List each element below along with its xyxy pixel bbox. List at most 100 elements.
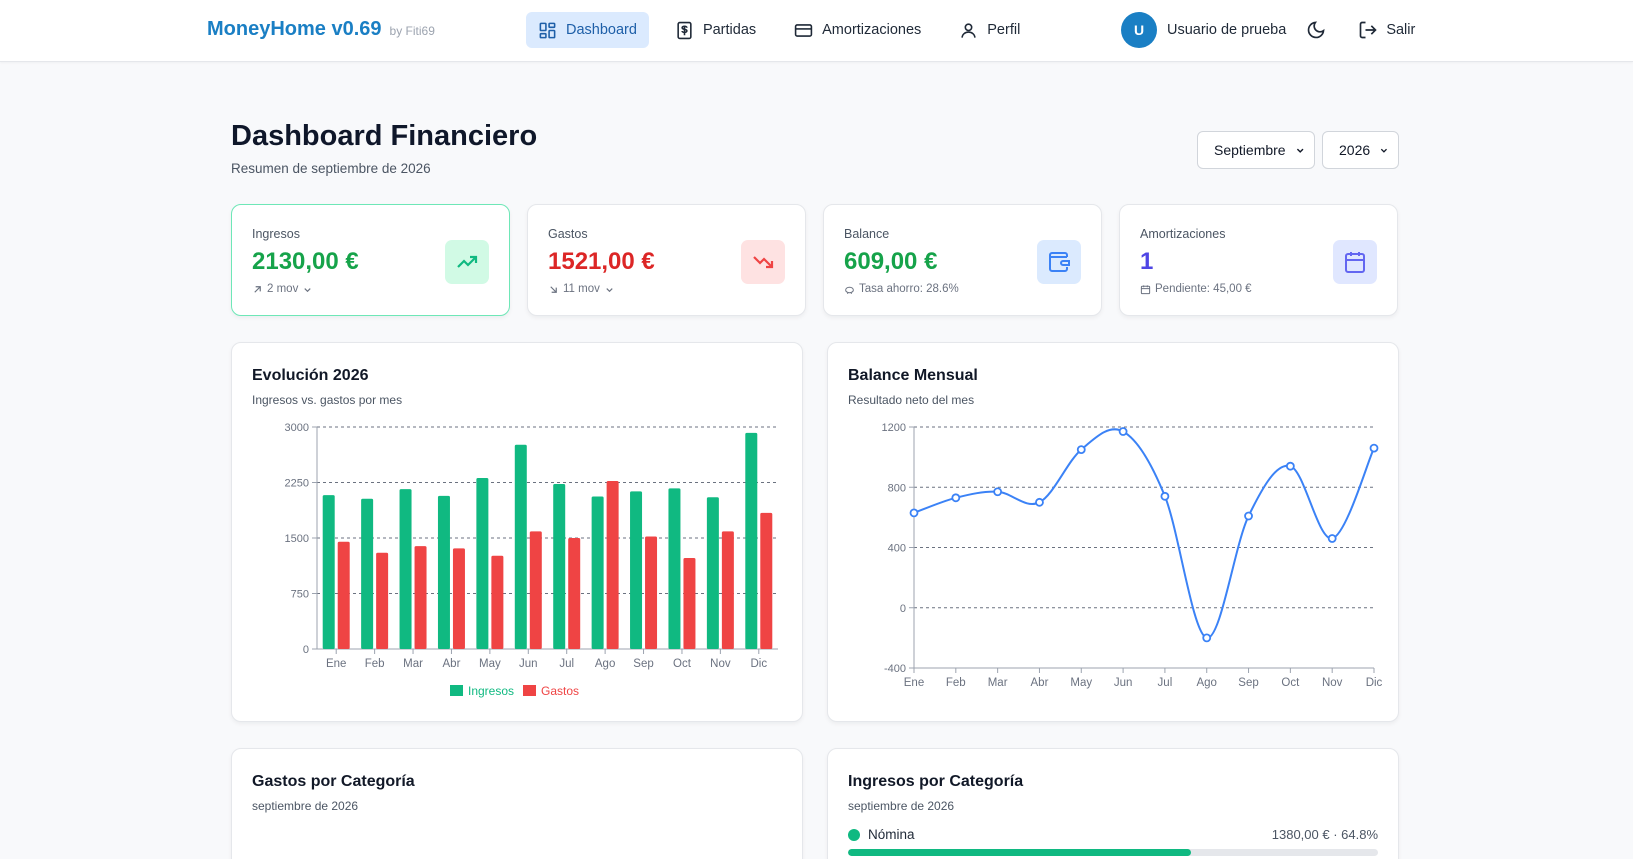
category-value: 1380,00 € · 64.8% bbox=[1271, 827, 1378, 842]
x-tick-label: Oct bbox=[673, 658, 692, 670]
x-tick-label: Oct bbox=[1281, 677, 1300, 689]
trending-down-icon bbox=[753, 256, 774, 269]
stat-card-balance[interactable]: Balance 609,00 € Tasa ahorro: 28.6% bbox=[823, 204, 1102, 316]
stat-value: 609,00 € bbox=[844, 248, 938, 275]
balance-point bbox=[1327, 534, 1337, 543]
year-select[interactable]: 2026 bbox=[1322, 131, 1399, 169]
balance-line bbox=[913, 428, 1375, 639]
bar-gastos bbox=[683, 557, 696, 649]
x-tick-label: Abr bbox=[1031, 677, 1049, 689]
x-tick-label: May bbox=[1070, 677, 1092, 689]
nav-label-perfil: Perfil bbox=[987, 22, 1021, 38]
month-select[interactable]: Septiembre bbox=[1197, 131, 1315, 169]
calendar-icon bbox=[1140, 284, 1151, 294]
panel-subtitle: Ingresos vs. gastos por mes bbox=[252, 393, 403, 407]
legend-label: Ingresos bbox=[468, 684, 514, 698]
bar-ingresos bbox=[514, 444, 527, 649]
nav-item-partidas[interactable]: Partidas bbox=[663, 12, 768, 48]
bar-ingresos bbox=[668, 488, 681, 649]
x-tick-label: Feb bbox=[946, 677, 966, 689]
brand-title[interactable]: MoneyHome v0.69 bbox=[207, 18, 382, 40]
piggy-bank-icon bbox=[845, 286, 854, 294]
bar-gastos bbox=[760, 512, 773, 649]
bar-ingresos bbox=[361, 498, 374, 649]
stat-label: Balance bbox=[844, 227, 890, 241]
chevron-down-icon bbox=[1296, 148, 1304, 153]
stat-card-amortizaciones[interactable]: Amortizaciones 1 Pendiente: 45,00 € bbox=[1119, 204, 1398, 316]
logout-button[interactable]: Salir bbox=[1358, 20, 1415, 40]
user-area: U Usuario de prueba Salir bbox=[1121, 12, 1415, 48]
x-tick-label: Nov bbox=[1322, 677, 1343, 689]
x-tick-label: Jul bbox=[1158, 677, 1173, 689]
brand-author: by Fiti69 bbox=[389, 24, 435, 38]
nav-label-partidas: Partidas bbox=[702, 22, 757, 38]
page-subtitle: Resumen de septiembre de 2026 bbox=[231, 161, 431, 176]
nav-item-perfil[interactable]: Perfil bbox=[947, 12, 1032, 48]
logout-icon bbox=[1359, 21, 1377, 39]
user-name[interactable]: Usuario de prueba bbox=[1167, 22, 1287, 38]
trending-up-icon bbox=[457, 255, 478, 268]
stat-card-gastos[interactable]: Gastos 1521,00 € 11 mov bbox=[527, 204, 806, 316]
legend-swatch bbox=[450, 685, 463, 696]
stat-sub[interactable]: 2 mov bbox=[252, 283, 313, 295]
y-tick-label: 800 bbox=[888, 482, 906, 494]
bar-gastos bbox=[529, 531, 542, 649]
panel-subtitle: Resultado neto del mes bbox=[848, 393, 975, 407]
bar-gastos bbox=[452, 548, 465, 649]
bar-ingresos bbox=[630, 491, 643, 649]
panel-subtitle: septiembre de 2026 bbox=[252, 799, 359, 813]
x-tick-label: Sep bbox=[633, 658, 653, 670]
category-name: Nómina bbox=[868, 827, 915, 842]
page-title: Dashboard Financiero bbox=[231, 120, 538, 152]
credit-card-icon bbox=[794, 23, 813, 37]
stat-icon-box bbox=[741, 240, 785, 284]
bar-gastos bbox=[491, 555, 504, 649]
ingresos-categoria-card: Ingresos por Categoría septiembre de 202… bbox=[827, 748, 1399, 859]
y-tick-label: 2250 bbox=[285, 478, 309, 490]
brand[interactable]: MoneyHome v0.69 by Fiti69 bbox=[207, 18, 435, 41]
year-select-value: 2026 bbox=[1339, 142, 1371, 158]
calendar-icon bbox=[1345, 252, 1365, 273]
y-tick-label: 0 bbox=[900, 603, 906, 615]
pie-chart bbox=[232, 749, 803, 859]
bar-ingresos bbox=[745, 432, 758, 649]
line-chart: -400 0 400 800 1200 Ene Feb Mar Abr May Jun Jul Ago S… bbox=[882, 422, 1383, 689]
balance-point bbox=[993, 487, 1003, 497]
y-tick-label: 3000 bbox=[285, 422, 309, 434]
avatar[interactable]: U bbox=[1121, 12, 1157, 48]
x-tick-label: Dic bbox=[1366, 677, 1383, 689]
stat-sub-text: Tasa ahorro: 28.6% bbox=[859, 283, 959, 295]
x-tick-label: Ene bbox=[904, 677, 924, 689]
balance-point bbox=[909, 508, 919, 518]
bar-gastos bbox=[721, 531, 734, 649]
arrow-down-right-icon bbox=[550, 285, 557, 293]
balance-point bbox=[1160, 491, 1170, 501]
x-tick-label: Sep bbox=[1238, 677, 1258, 689]
category-progress-fill bbox=[848, 849, 1192, 856]
stat-sub[interactable]: 11 mov bbox=[548, 283, 615, 295]
arrow-up-right-icon bbox=[254, 285, 261, 293]
stat-icon-box bbox=[1333, 240, 1377, 284]
stat-sub-text: Pendiente: 45,00 € bbox=[1155, 283, 1252, 295]
panel-title: Balance Mensual bbox=[848, 367, 978, 384]
x-tick-label: Ago bbox=[1196, 677, 1216, 689]
moon-icon[interactable] bbox=[1306, 20, 1326, 40]
stat-card-ingresos[interactable]: Ingresos 2130,00 € 2 mov bbox=[231, 204, 510, 316]
stat-label: Gastos bbox=[548, 227, 588, 241]
stat-value: 1521,00 € bbox=[548, 248, 655, 275]
stat-sub: Pendiente: 45,00 € bbox=[1140, 283, 1252, 295]
nav-item-dashboard[interactable]: Dashboard bbox=[526, 12, 649, 48]
legend-swatch bbox=[523, 685, 536, 696]
x-tick-label: Mar bbox=[988, 677, 1008, 689]
category-progress-bar bbox=[848, 849, 1378, 856]
stat-sub-text: 2 mov bbox=[267, 283, 299, 295]
balance-point bbox=[1369, 443, 1379, 453]
bar-ingresos bbox=[399, 489, 412, 649]
y-tick-label: 750 bbox=[291, 589, 309, 601]
balance-point bbox=[1244, 511, 1253, 521]
bar-gastos bbox=[606, 481, 619, 649]
nav-item-amortizaciones[interactable]: Amortizaciones bbox=[782, 12, 933, 48]
balance-point bbox=[951, 493, 961, 503]
stat-sub: Tasa ahorro: 28.6% bbox=[844, 283, 959, 295]
bar-gastos bbox=[337, 541, 350, 649]
